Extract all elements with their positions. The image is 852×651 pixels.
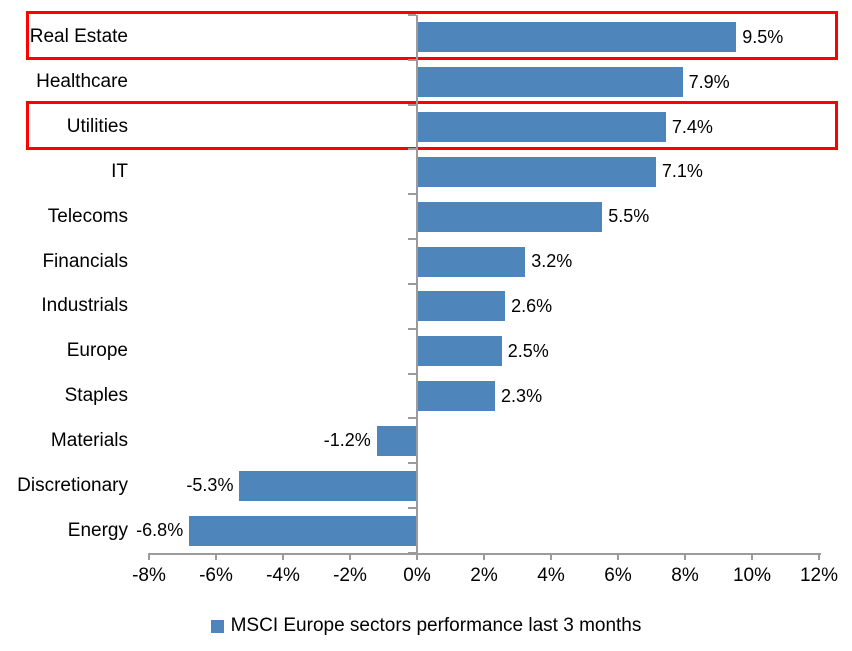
value-axis-tick-label: -2% [333,564,367,586]
data-label: 5.5% [608,206,650,227]
bar [418,336,502,367]
data-label: 2.6% [511,295,553,316]
category-label: Financials [42,250,128,272]
category-label: Utilities [66,116,128,138]
data-label: 9.5% [742,26,784,47]
bar [418,22,737,53]
value-axis-tick [550,552,552,560]
category-label: Industrials [41,295,128,317]
category-axis-tick [408,282,416,285]
category-axis-tick [408,551,416,554]
highlight-box [26,11,838,60]
category-axis-tick [408,462,416,465]
data-label: 2.3% [501,385,543,406]
value-axis-tick [483,552,485,560]
value-axis-tick-label: -4% [266,564,300,586]
value-axis-tick-label: -8% [132,564,166,586]
category-axis-tick [408,417,416,420]
legend-series-label: MSCI Europe sectors performance last 3 m… [230,615,642,636]
value-axis-tick-label: 10% [732,564,772,586]
category-axis-tick [408,238,416,241]
category-axis-tick [408,507,416,510]
category-axis-tick [408,193,416,196]
data-label: 7.4% [671,116,713,137]
value-axis-tick-label: 12% [799,564,839,586]
bar [376,425,417,456]
category-label: Materials [50,429,128,451]
legend-series-marker-icon [210,619,224,633]
value-axis-tick-label: 0% [403,564,431,586]
bar [239,470,417,501]
bar [418,67,683,98]
value-axis-tick [684,552,686,560]
category-label: Staples [64,385,128,407]
value-axis-tick [215,552,217,560]
bar [418,156,656,187]
value-axis-tick [416,552,418,560]
value-axis-tick [282,552,284,560]
data-label: 3.2% [531,251,573,272]
data-label: -5.3% [186,475,234,496]
value-axis-tick-label: 6% [604,564,632,586]
category-label: Energy [67,519,128,541]
value-axis-tick [617,552,619,560]
bar [418,112,666,143]
value-axis-tick [349,552,351,560]
category-label: Europe [66,340,128,362]
data-label: -6.8% [136,520,184,541]
category-axis-tick [408,103,416,106]
category-label: Telecoms [47,205,128,227]
data-label: 2.5% [507,340,549,361]
category-axis-tick [408,58,416,61]
data-label: 7.1% [661,161,703,182]
value-axis-tick [751,552,753,560]
value-axis-tick-label: -6% [199,564,233,586]
category-axis-line [416,15,418,560]
data-label: -1.2% [323,430,371,451]
legend: MSCI Europe sectors performance last 3 m… [0,611,852,641]
bar [418,246,526,277]
value-axis-tick [148,552,150,560]
bar [418,201,603,232]
category-axis-tick [408,372,416,375]
highlight-box [26,100,838,150]
category-axis-tick [408,14,416,16]
value-axis-tick-label: 2% [470,564,498,586]
bar [418,381,496,412]
bar [418,291,506,322]
category-axis-tick [408,148,416,151]
category-label: Discretionary [17,474,128,496]
data-label: 7.9% [688,71,730,92]
category-axis-tick [408,327,416,330]
category-label: Real Estate [29,26,128,48]
value-axis-tick-label: 8% [671,564,699,586]
category-label: IT [111,160,128,182]
category-label: Healthcare [36,71,128,93]
bar [189,515,417,546]
value-axis-tick-label: 4% [537,564,565,586]
value-axis-line [149,552,821,555]
value-axis-tick [818,552,820,560]
